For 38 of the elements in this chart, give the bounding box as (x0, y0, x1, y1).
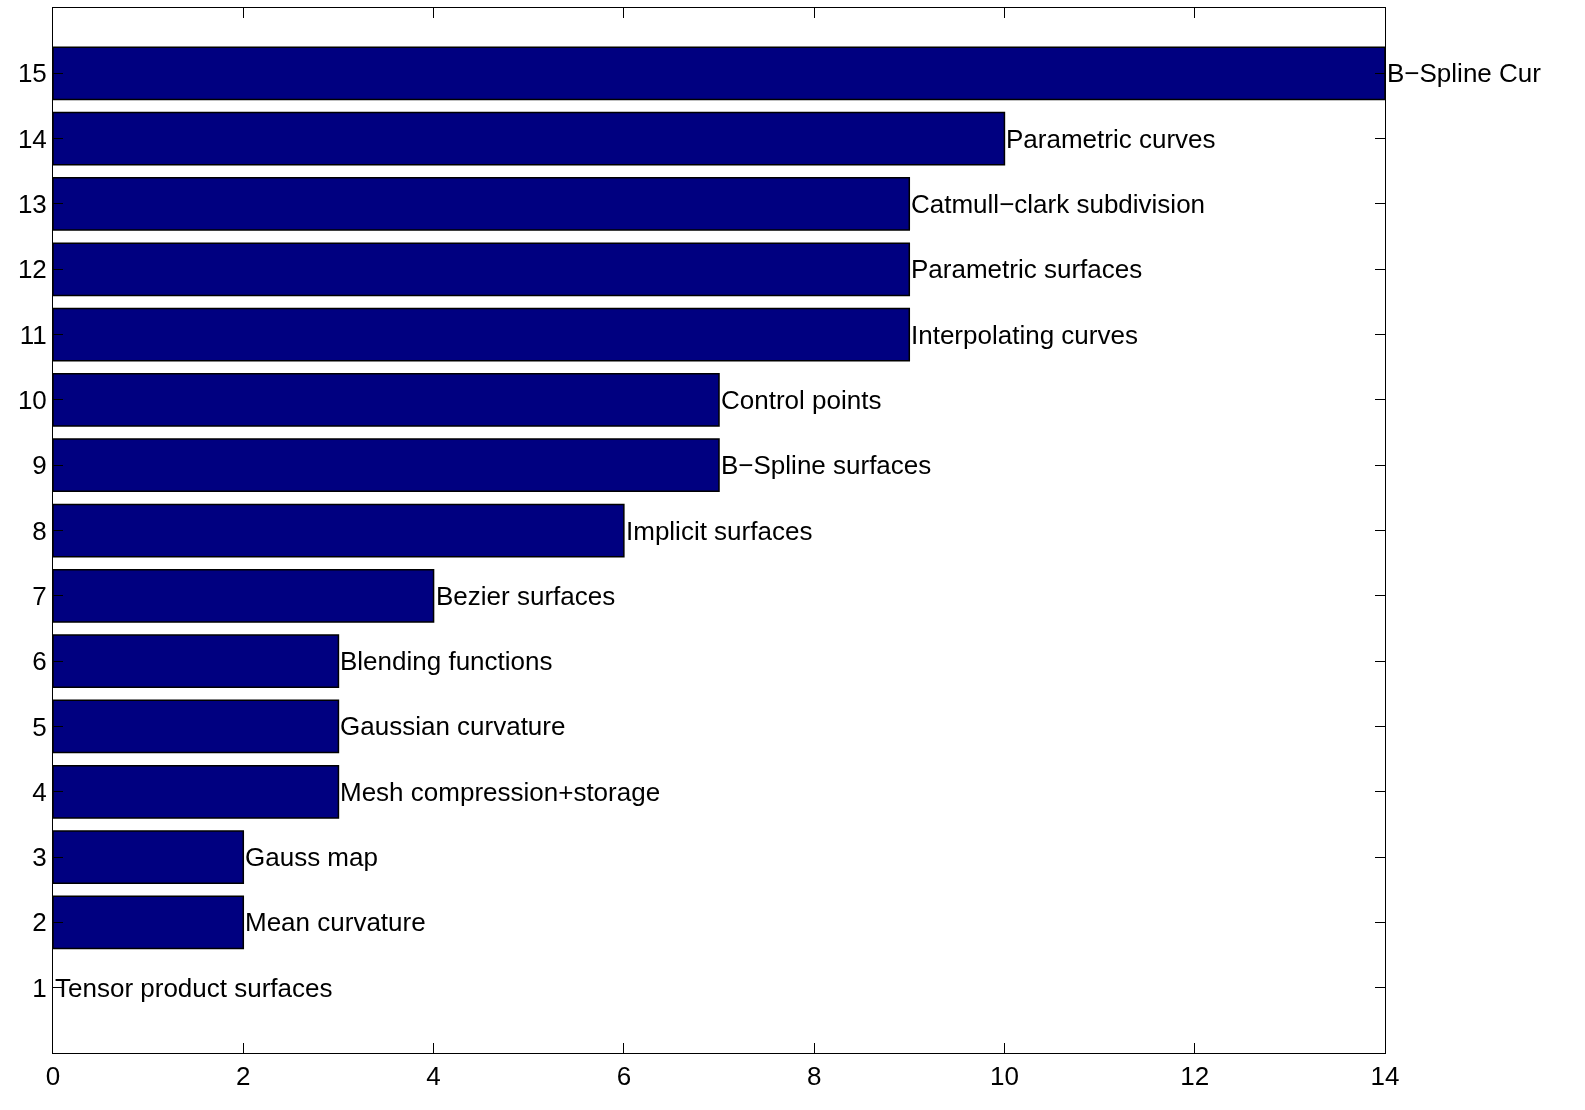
annotation: Interpolating curves (911, 320, 1138, 350)
x-tick-label: 6 (616, 1061, 632, 1092)
annotation: Implicit surfaces (626, 516, 813, 546)
y-tick-label: 7 (32, 580, 47, 611)
annotation: Blending functions (340, 646, 553, 676)
y-tick-label: 8 (32, 515, 47, 546)
annotation: Tensor product surfaces (55, 973, 333, 1003)
x-tick-label: 2 (236, 1061, 251, 1092)
y-tick-label: 2 (32, 907, 47, 938)
y-tick-label: 1 (32, 972, 47, 1003)
y-tick-label: 12 (17, 254, 47, 285)
y-tick-label: 3 (32, 842, 47, 873)
annotation: Control points (721, 385, 882, 415)
y-tick-label: 5 (32, 711, 47, 742)
y-tick-label: 14 (17, 123, 47, 154)
y-tick-label: 13 (17, 189, 47, 220)
annotation: Gaussian curvature (340, 711, 566, 741)
annotation: Mean curvature (245, 907, 426, 937)
annotation: Mesh compression+storage (340, 777, 661, 807)
annotation: Parametric curves (1006, 124, 1216, 154)
annotation: Bezier surfaces (436, 581, 616, 611)
x-tick-label: 4 (426, 1061, 441, 1092)
x-tick-label: 12 (1180, 1061, 1210, 1092)
x-tick-label: 10 (989, 1061, 1019, 1092)
annotation: B−Spline surfaces (721, 450, 932, 480)
x-tick-label: 14 (1370, 1061, 1400, 1092)
annotation: Gauss map (245, 842, 378, 872)
y-tick-label: 9 (32, 450, 47, 481)
annotation: B−Spline Cur (1387, 58, 1542, 88)
annotation: Parametric surfaces (911, 254, 1143, 284)
y-tick-label: 15 (17, 58, 47, 89)
y-tick-label: 10 (17, 384, 47, 415)
x-tick-label: 0 (45, 1061, 61, 1092)
y-tick-label: 11 (19, 319, 47, 350)
annotation: Catmull−clark subdivision (911, 189, 1206, 219)
x-tick-label: 8 (806, 1061, 822, 1092)
y-tick-label: 4 (32, 776, 47, 807)
y-tick-label: 6 (32, 646, 47, 677)
